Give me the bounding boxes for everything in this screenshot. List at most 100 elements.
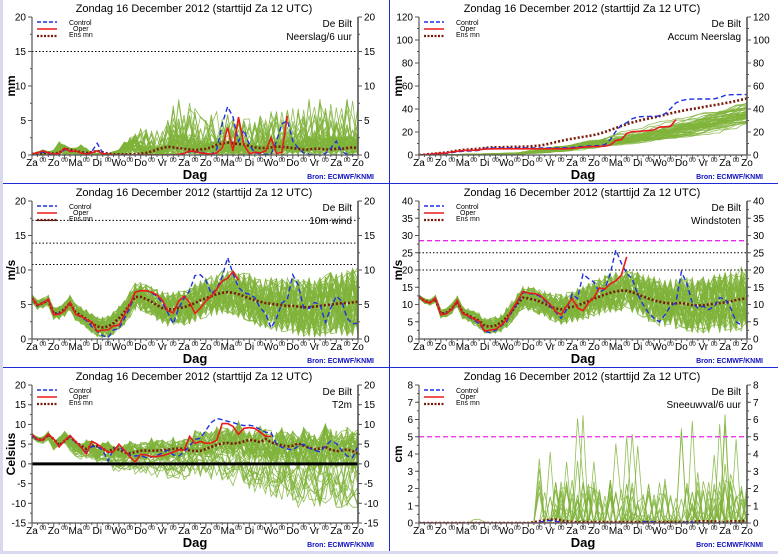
legend-ens-mean-label: Ens mn [456, 32, 480, 39]
y-tick-label-left: 5 [407, 432, 413, 443]
y-tick-label-left: -5 [17, 479, 26, 490]
ensemble-line [32, 269, 358, 336]
source-label: Bron: ECMWF/KNMI [307, 358, 374, 365]
x-mid-label: 00 [711, 342, 718, 348]
source-label: Bron: ECMWF/KNMI [307, 542, 374, 549]
x-mid-label: 00 [536, 158, 543, 164]
y-axis-label: mm [391, 75, 405, 96]
x-day-label: Wo [499, 526, 514, 537]
x-day-label: Wo [112, 158, 127, 169]
x-mid-label: 00 [558, 526, 565, 532]
x-day-label: Di [633, 526, 642, 537]
x-mid-label: 00 [279, 342, 286, 348]
x-day-label: Za [719, 526, 731, 537]
x-mid-label: 00 [492, 342, 499, 348]
x-day-label: Wo [264, 526, 279, 537]
y-tick-label-right: 0 [364, 151, 370, 162]
y-tick-label-right: 20 [753, 266, 765, 277]
y-tick-label-left: 0 [407, 151, 413, 162]
x-mid-label: 00 [711, 526, 718, 532]
y-tick-label-right: 10 [364, 266, 376, 277]
ensemble-line [419, 454, 747, 523]
ensemble-line [32, 269, 358, 337]
x-mid-label: 00 [514, 342, 521, 348]
y-tick-label-left: 8 [407, 381, 413, 392]
x-day-label: Ma [456, 526, 470, 537]
y-tick-label-right: 35 [753, 214, 765, 225]
y-tick-label-left: 2 [407, 484, 413, 495]
x-mid-label: 00 [148, 342, 155, 348]
x-day-label: Vr [698, 158, 708, 169]
x-day-label: Do [675, 342, 688, 353]
x-mid-label: 00 [470, 526, 477, 532]
variable-label: Windstoten [691, 216, 741, 227]
x-mid-label: 00 [83, 342, 90, 348]
y-tick-label-left: -10 [12, 499, 27, 510]
x-day-label: Wo [264, 342, 279, 353]
x-mid-label: 00 [148, 526, 155, 532]
x-mid-label: 00 [645, 342, 652, 348]
y-tick-label-left: 4 [407, 450, 413, 461]
x-mid-label: 00 [448, 526, 455, 532]
ensemble-line [419, 491, 747, 523]
chart-neerslag: Zondag 16 December 2012 (starttijd Za 12… [4, 3, 376, 182]
y-tick-label-right: 0 [753, 151, 759, 162]
y-tick-label-right: 20 [753, 128, 765, 139]
x-mid-label: 00 [448, 342, 455, 348]
source-label: Bron: ECMWF/KNMI [696, 358, 763, 365]
x-mid-label: 00 [602, 526, 609, 532]
y-tick-label-right: 5 [364, 300, 370, 311]
bottom-margin [0, 551, 778, 554]
x-mid-label: 00 [558, 158, 565, 164]
x-day-label: Zo [588, 526, 600, 537]
x-mid-label: 00 [344, 158, 351, 164]
location-label: De Bilt [323, 19, 353, 30]
variable-label: 10m wind [309, 216, 352, 227]
x-mid-label: 00 [344, 342, 351, 348]
x-day-label: Di [245, 158, 254, 169]
x-day-label: Za [719, 158, 731, 169]
x-mid-label: 00 [40, 158, 47, 164]
ensemble-line [419, 418, 747, 523]
x-mid-label: 00 [667, 158, 674, 164]
left-margin [0, 0, 3, 554]
panel-windstoten: Zondag 16 December 2012 (starttijd Za 12… [390, 184, 778, 367]
ensemble-line [419, 498, 747, 523]
y-tick-label-right: 2 [753, 484, 759, 495]
x-mid-label: 00 [126, 342, 133, 348]
x-day-label: Ma [456, 342, 470, 353]
x-day-label: Zo [48, 158, 60, 169]
location-label: De Bilt [323, 203, 353, 214]
legend-control-label: Control [456, 20, 479, 27]
x-day-label: Do [675, 158, 688, 169]
y-tick-label-right: 100 [753, 36, 770, 47]
variable-label: Neerslag/6 uur [286, 32, 352, 43]
y-tick-label-left: 15 [15, 400, 27, 411]
x-mid-label: 00 [83, 158, 90, 164]
x-mid-label: 00 [623, 342, 630, 348]
x-day-label: Ma [221, 526, 235, 537]
x-mid-label: 00 [322, 526, 329, 532]
ensemble-line [419, 421, 747, 523]
y-tick-label-left: 10 [402, 300, 414, 311]
x-mid-label: 00 [492, 158, 499, 164]
ensemble-line [32, 428, 358, 461]
x-mid-label: 00 [733, 342, 740, 348]
y-tick-label-left: 20 [402, 266, 414, 277]
x-day-label: Do [134, 158, 147, 169]
y-tick-label-right: 4 [753, 450, 759, 461]
x-day-label: Do [522, 526, 535, 537]
y-tick-label-right: -15 [364, 519, 379, 530]
x-mid-label: 00 [105, 342, 112, 348]
ensemble-line [32, 275, 358, 339]
x-day-label: Di [633, 158, 642, 169]
x-mid-label: 00 [192, 158, 199, 164]
chart-title: Zondag 16 December 2012 (starttijd Za 12… [464, 187, 701, 199]
y-tick-label-right: 5 [364, 116, 370, 127]
y-tick-label-right: 3 [753, 467, 759, 478]
x-mid-label: 00 [192, 342, 199, 348]
control-line [32, 417, 358, 463]
